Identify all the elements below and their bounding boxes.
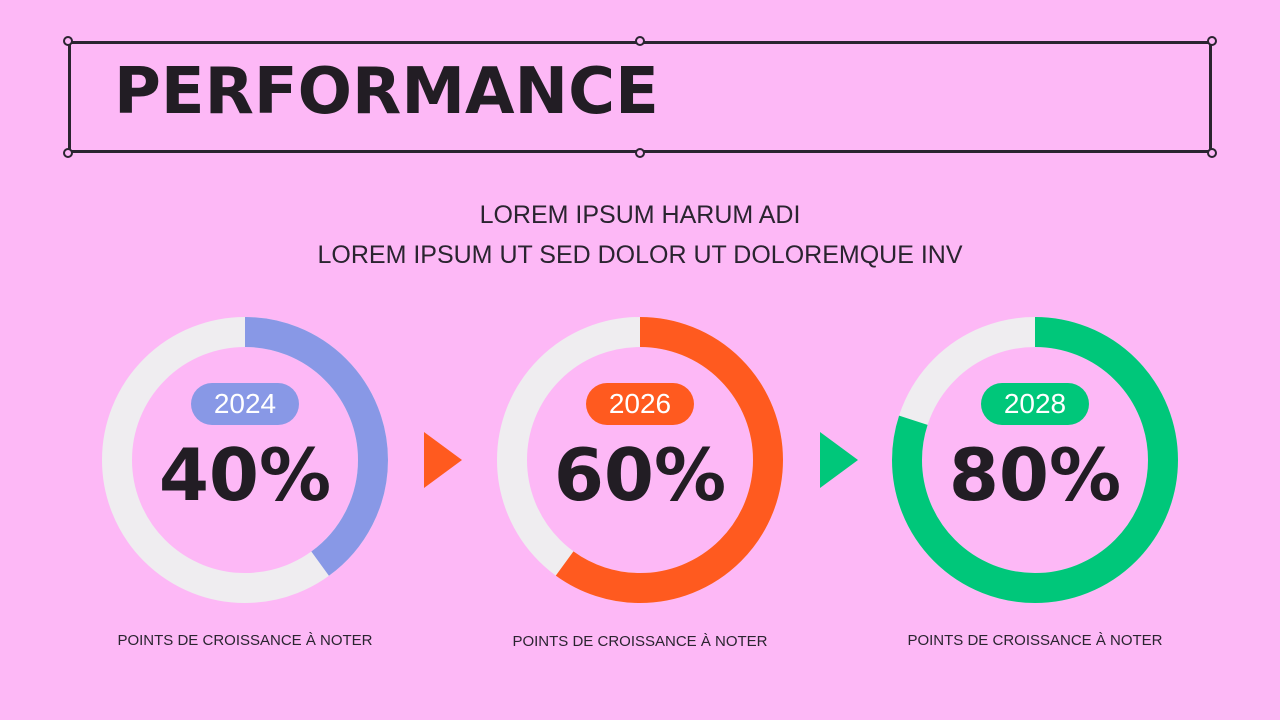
frame-handle-bottom-mid xyxy=(635,148,645,158)
donut-svg-2028 xyxy=(892,317,1178,603)
play-arrow-icon xyxy=(424,432,462,488)
frame-handle-bottom-left xyxy=(63,148,73,158)
donut-chart-2026: 2026 60% xyxy=(495,315,785,605)
year-badge-2028: 2028 xyxy=(981,383,1089,425)
percent-label-2024: 40% xyxy=(158,433,332,517)
year-badge-2024: 2024 xyxy=(191,383,299,425)
donut-arc-2024 xyxy=(102,317,388,603)
year-badge-2026: 2026 xyxy=(586,383,694,425)
donut-arc-2026 xyxy=(497,317,783,603)
percent-label-2028: 80% xyxy=(948,433,1122,517)
subtitle-line-1: LOREM IPSUM HARUM ADI xyxy=(479,201,801,229)
caption-2028: POINTS DE CROISSANCE À NOTER xyxy=(907,632,1163,649)
donut-svg-2026 xyxy=(497,317,783,603)
play-arrow-icon xyxy=(820,432,858,488)
caption-2024: POINTS DE CROISSANCE À NOTER xyxy=(117,632,373,649)
caption-2026: POINTS DE CROISSANCE À NOTER xyxy=(512,633,768,650)
frame-handle-bottom-right xyxy=(1207,148,1217,158)
donut-arc-2028 xyxy=(892,317,1178,603)
donut-chart-2028: 2028 80% xyxy=(890,315,1180,605)
percent-label-2026: 60% xyxy=(553,433,727,517)
donut-svg-2024 xyxy=(102,317,388,603)
page-title: PERFORMANCE xyxy=(114,55,659,129)
frame-handle-top-left xyxy=(63,36,73,46)
frame-handle-top-mid xyxy=(635,36,645,46)
frame-handle-top-right xyxy=(1207,36,1217,46)
subtitle-line-2: LOREM IPSUM UT SED DOLOR UT DOLOREMQUE I… xyxy=(317,241,963,269)
donut-chart-2024: 2024 40% xyxy=(100,315,390,605)
